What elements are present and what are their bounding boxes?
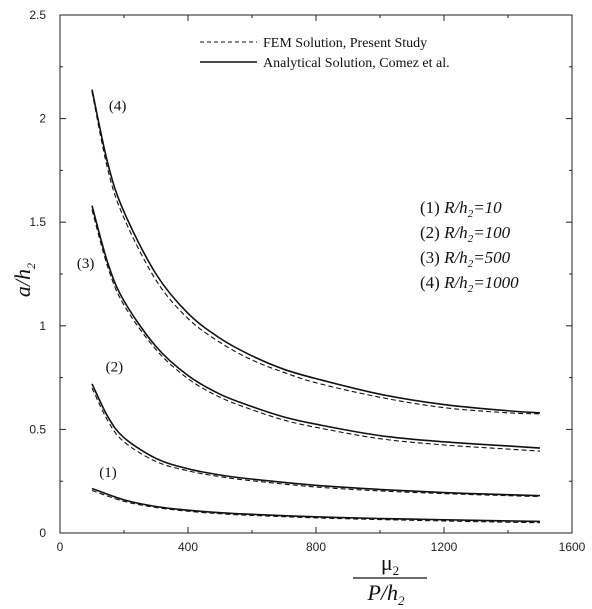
curve-label: (2) <box>106 359 124 375</box>
y-axis-label-text: a/h2 <box>10 263 38 297</box>
case-legend: (1) R/h2=10 (2) R/h2=100 (3) R/h2=500 (4) R… <box>420 198 519 295</box>
series-layer <box>91 89 541 524</box>
x-tick-label: 0 <box>57 540 64 554</box>
curve-label: (4) <box>109 98 127 114</box>
x-label-numerator: μ2 <box>381 550 399 578</box>
x-axis-ticks: 0 400 800 1200 1600 <box>57 15 586 554</box>
x-axis-label: μ2 P/h2 <box>353 550 427 608</box>
y-tick-label: 1 <box>39 319 46 333</box>
case-legend-entry: (3) R/h2=500 <box>420 248 511 270</box>
x-label-denominator: P/h2 <box>366 580 405 608</box>
case-legend-entry: (2) R/h2=100 <box>420 223 511 245</box>
series-line-solid-1 <box>91 487 541 523</box>
case-legend-entry: (4) R/h2=1000 <box>420 273 519 295</box>
y-axis-ticks: 0 0.5 1 1.5 2 2.5 <box>29 8 572 540</box>
series-line-solid-2 <box>91 383 541 497</box>
y-label-main: a/h <box>10 269 35 297</box>
y-label-sub: 2 <box>24 263 38 269</box>
curve-label: (3) <box>77 256 95 272</box>
curve-label: (1) <box>99 465 117 481</box>
curve-labels: (1) (2) (3) (4) <box>77 98 126 481</box>
y-tick-label: 2.5 <box>29 8 46 22</box>
x-tick-label: 400 <box>178 540 198 554</box>
legend: FEM Solution, Present Study Analytical S… <box>200 36 450 71</box>
series-line-solid-4 <box>91 89 541 414</box>
series-line-dashed-4 <box>91 91 541 415</box>
y-tick-label: 0.5 <box>29 422 46 436</box>
series-line-dashed-1 <box>91 489 541 524</box>
x-tick-label: 800 <box>306 540 326 554</box>
y-tick-label: 0 <box>39 526 46 540</box>
case-legend-entry: (1) R/h2=10 <box>420 198 502 220</box>
x-tick-label: 1200 <box>431 540 458 554</box>
series-line-dashed-2 <box>91 387 541 498</box>
x-tick-label: 1600 <box>559 540 586 554</box>
y-axis-label: a/h2 <box>10 263 38 297</box>
legend-label-analytical: Analytical Solution, Comez et al. <box>263 56 450 71</box>
series-line-solid-3 <box>91 205 541 449</box>
series-line-dashed-3 <box>91 209 541 452</box>
y-tick-label: 1.5 <box>29 215 46 229</box>
legend-label-fem: FEM Solution, Present Study <box>263 36 427 51</box>
y-tick-label: 2 <box>39 112 46 126</box>
